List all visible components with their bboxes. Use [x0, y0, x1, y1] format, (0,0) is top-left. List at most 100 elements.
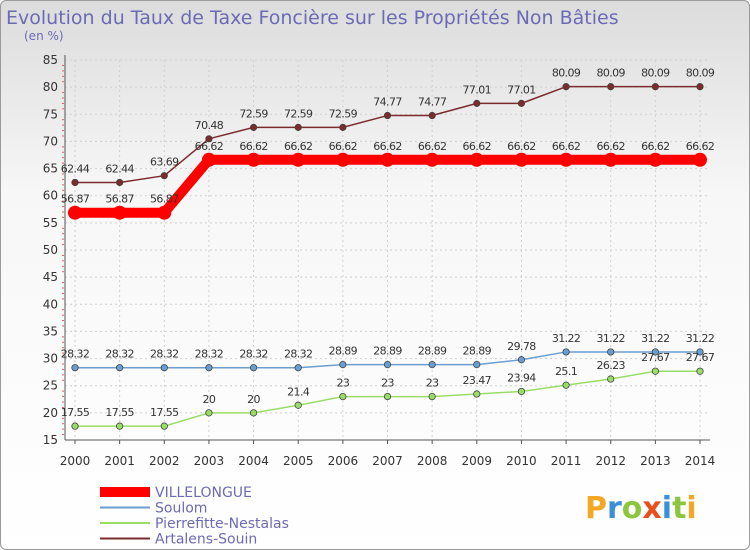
legend-label: Soulom — [155, 501, 207, 517]
data-label-soulom: 29.78 — [507, 340, 536, 353]
y-tick-label: 50 — [43, 243, 58, 257]
data-label-soulom: 28.89 — [329, 345, 358, 358]
data-label-artalens-souin: 70.48 — [195, 119, 224, 132]
data-label-villelongue: 66.62 — [418, 140, 447, 153]
data-point-artalens-souin — [517, 99, 526, 107]
plot-area: 15 20 25 30 35 40 45 50 55 60 65 70 75 80 85 2000 2001 20… — [43, 53, 716, 468]
data-point-soulom — [696, 348, 704, 356]
data-label-artalens-souin: 74.77 — [418, 96, 447, 109]
data-point-soulom — [205, 364, 213, 372]
data-point-villelongue — [335, 152, 350, 167]
data-point-artalens-souin — [205, 135, 213, 143]
data-point-pierrefitte-nestalas — [562, 381, 570, 389]
data-label-artalens-souin: 74.77 — [373, 96, 402, 109]
data-label-villelongue: 66.62 — [463, 140, 492, 153]
data-point-villelongue — [559, 152, 574, 167]
data-label-artalens-souin: 62.44 — [61, 162, 90, 175]
data-point-villelongue — [514, 152, 529, 167]
x-tick-label: 2013 — [640, 454, 671, 468]
data-label-artalens-souin: 80.09 — [641, 67, 670, 80]
logo-letter: r — [607, 491, 622, 526]
data-label-pierrefitte-nestalas: 20 — [247, 393, 260, 406]
data-label-villelongue: 56.87 — [150, 193, 179, 206]
data-point-villelongue — [112, 205, 127, 220]
data-label-villelongue: 56.87 — [105, 193, 134, 206]
y-tick-label: 65 — [43, 162, 58, 176]
data-label-pierrefitte-nestalas: 23.94 — [507, 371, 536, 384]
data-point-soulom — [249, 364, 258, 372]
x-tick-label: 2009 — [462, 454, 493, 468]
y-tick-label: 30 — [43, 352, 58, 366]
data-point-pierrefitte-nestalas — [383, 392, 392, 401]
data-point-artalens-souin — [562, 83, 570, 91]
data-label-artalens-souin: 77.01 — [507, 83, 536, 96]
data-point-artalens-souin — [339, 123, 347, 131]
x-tick-label: 2012 — [595, 454, 626, 468]
data-point-pierrefitte-nestalas — [339, 392, 347, 401]
x-tick-label: 2005 — [283, 454, 314, 468]
y-axis-unit: (en %) — [24, 29, 64, 43]
data-point-villelongue — [246, 152, 261, 167]
x-tick-label: 2006 — [328, 454, 359, 468]
y-tick-label: 85 — [43, 53, 58, 67]
data-label-villelongue: 66.62 — [373, 140, 402, 153]
data-label-villelongue: 66.62 — [284, 140, 313, 153]
data-label-villelongue: 66.62 — [195, 140, 224, 153]
data-label-villelongue: 66.62 — [507, 140, 536, 153]
data-point-artalens-souin — [71, 178, 79, 187]
data-label-soulom: 31.22 — [552, 332, 581, 345]
data-point-pierrefitte-nestalas — [71, 422, 79, 430]
data-point-soulom — [160, 364, 168, 372]
data-point-soulom — [383, 360, 392, 369]
data-point-artalens-souin — [116, 178, 124, 187]
data-label-artalens-souin: 72.59 — [329, 107, 358, 120]
data-point-pierrefitte-nestalas — [116, 422, 124, 430]
data-label-villelongue: 66.62 — [329, 140, 358, 153]
data-label-pierrefitte-nestalas: 27.67 — [686, 351, 715, 364]
y-tick-label: 80 — [43, 80, 58, 94]
y-tick-label: 70 — [43, 134, 58, 148]
chart-title: Evolution du Taux de Taxe Foncière sur l… — [6, 7, 619, 29]
data-point-soulom — [294, 364, 302, 372]
data-point-soulom — [116, 364, 124, 372]
data-label-pierrefitte-nestalas: 17.55 — [150, 406, 179, 419]
data-point-villelongue — [201, 152, 216, 167]
y-tick-label: 35 — [43, 324, 58, 338]
data-label-soulom: 28.89 — [373, 345, 402, 358]
data-point-pierrefitte-nestalas — [517, 387, 526, 396]
data-label-villelongue: 66.62 — [596, 140, 625, 153]
data-label-villelongue: 56.87 — [61, 193, 90, 206]
data-label-artalens-souin: 63.69 — [150, 156, 179, 169]
y-tick-label: 60 — [43, 189, 58, 203]
y-tick-label: 15 — [43, 433, 58, 447]
data-point-pierrefitte-nestalas — [696, 367, 704, 375]
data-point-pierrefitte-nestalas — [160, 422, 168, 430]
data-point-soulom — [562, 348, 570, 356]
data-point-pierrefitte-nestalas — [249, 409, 258, 417]
legend: VILLELONGUESoulomPierrefitte-NestalasArt… — [100, 485, 289, 548]
data-label-pierrefitte-nestalas: 25.1 — [555, 365, 577, 378]
y-tick-label: 40 — [43, 297, 58, 311]
data-label-soulom: 28.32 — [150, 348, 179, 361]
data-label-pierrefitte-nestalas: 26.23 — [596, 359, 625, 372]
x-tick-label: 2002 — [149, 454, 180, 468]
data-label-pierrefitte-nestalas: 23 — [336, 377, 349, 390]
data-label-pierrefitte-nestalas: 23 — [381, 377, 394, 390]
data-point-soulom — [473, 360, 481, 369]
data-point-artalens-souin — [473, 99, 481, 107]
logo-letter: i — [686, 491, 696, 526]
data-label-pierrefitte-nestalas: 17.55 — [105, 406, 134, 419]
data-label-soulom: 28.89 — [463, 345, 492, 358]
data-label-soulom: 31.22 — [641, 332, 670, 345]
data-label-soulom: 28.32 — [195, 348, 224, 361]
data-point-artalens-souin — [383, 111, 392, 120]
data-label-soulom: 28.32 — [61, 348, 90, 361]
x-tick-label: 2003 — [194, 454, 225, 468]
data-label-villelongue: 66.62 — [552, 140, 581, 153]
data-point-artalens-souin — [294, 123, 302, 131]
x-tick-label: 2014 — [685, 454, 716, 468]
data-label-pierrefitte-nestalas: 27.67 — [641, 351, 670, 364]
data-point-soulom — [428, 360, 436, 369]
x-tick-label: 2010 — [506, 454, 537, 468]
